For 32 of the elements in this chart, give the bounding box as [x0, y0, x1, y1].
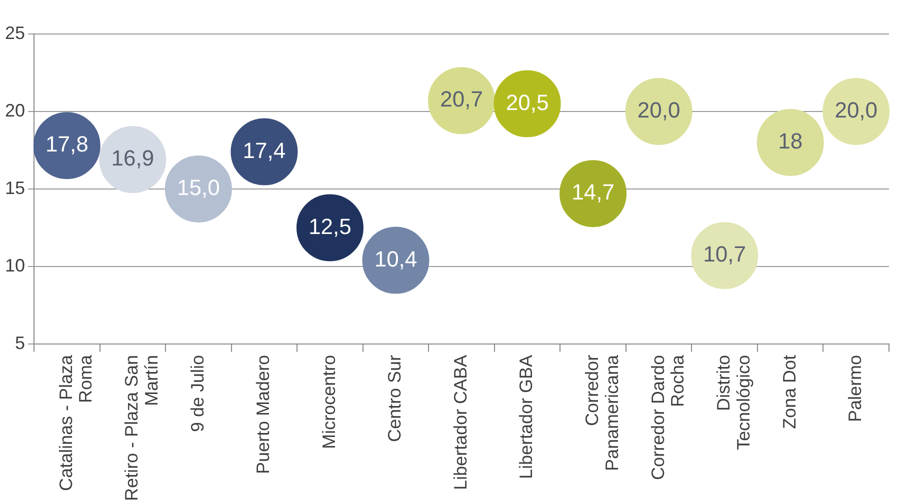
x-tick-label: Corredor Panamericana: [582, 354, 622, 472]
data-label: 20,0: [834, 98, 878, 123]
y-tick-label: 25: [4, 22, 26, 43]
x-tick-label: Centro Sur: [384, 354, 405, 442]
y-tick-label: 20: [4, 100, 26, 120]
x-tick-label: Retiro - Plaza San Martín: [122, 354, 162, 502]
x-tick-label: Catalinas - Plaza Roma: [56, 354, 96, 492]
data-label: 20,0: [637, 98, 680, 123]
point: [756, 108, 824, 176]
data-label: 14,7: [572, 180, 614, 205]
x-tick-label: Palermo: [845, 354, 866, 422]
data-label: 18: [778, 128, 803, 154]
x-tick-label: Puerto Madero: [253, 354, 274, 474]
data-label: 10,7: [703, 242, 746, 267]
y-tick-label: 5: [15, 332, 26, 353]
x-tick-label: 9 de Julio: [187, 354, 208, 432]
y-tick-label: 10: [4, 255, 26, 276]
x-tick-label: Distrito Tecnológico: [714, 354, 754, 450]
x-tick-label: Microcentro: [318, 354, 339, 449]
data-label: 17,4: [242, 138, 286, 163]
data-label: 20,7: [440, 86, 483, 112]
y-tick-label: 15: [4, 178, 26, 198]
data-label: 10,4: [374, 246, 418, 272]
x-tick-label: Corredor Dardo Rocha: [648, 354, 688, 480]
x-tick-label: Libertador GBA: [516, 354, 536, 480]
data-label: 17,8: [45, 132, 88, 157]
data-label: 15,0: [177, 175, 220, 200]
x-tick-label: Zona Dot: [779, 354, 800, 429]
data-label: 20,5: [506, 90, 549, 115]
x-tick-label: Libertador CABA: [450, 354, 470, 490]
data-label: 12,5: [308, 214, 352, 239]
data-label: 16,9: [111, 146, 154, 171]
